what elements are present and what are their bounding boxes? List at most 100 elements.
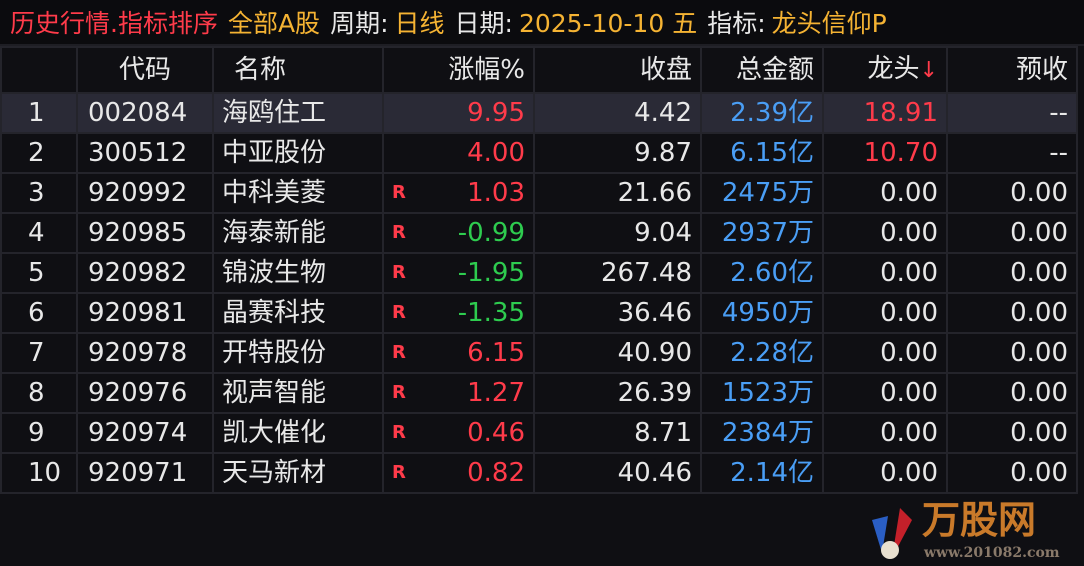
close-price: 40.46 [533, 452, 702, 494]
col-index [0, 46, 78, 94]
longtou-value: 18.91 [822, 92, 948, 134]
close-price: 267.48 [533, 252, 702, 294]
yushou-value: 0.00 [946, 452, 1078, 494]
longtou-value: 0.00 [822, 252, 948, 294]
yushou-value: 0.00 [946, 172, 1078, 214]
close-price: 8.71 [533, 412, 702, 454]
stock-name: 视声智能 [212, 372, 384, 414]
table-row[interactable]: 6 920981 晶赛科技 R -1.35 36.46 4950万 0.00 0.00 [0, 292, 1078, 334]
close-price: 9.87 [533, 132, 702, 174]
stock-code: 920974 [76, 412, 214, 454]
change-pct: R 1.03 [382, 172, 535, 214]
longtou-value: 0.00 [822, 412, 948, 454]
close-price: 36.46 [533, 292, 702, 334]
logo-url: www.201082.com [924, 545, 1060, 561]
col-close[interactable]: 收盘 [533, 46, 702, 94]
stock-name: 海鸥住工 [212, 92, 384, 134]
table-row[interactable]: 5 920982 锦波生物 R -1.95 267.48 2.60亿 0.00 0.00 [0, 252, 1078, 294]
period-value[interactable]: 日线 [394, 9, 445, 38]
r-tag: R [392, 262, 406, 283]
yushou-value: -- [946, 132, 1078, 174]
row-index: 6 [0, 292, 78, 334]
table-row[interactable]: 9 920974 凯大催化 R 0.46 8.71 2384万 0.00 0.00 [0, 412, 1078, 454]
table-row[interactable]: 1 002084 海鸥住工 9.95 4.42 2.39亿 18.91 -- [0, 92, 1078, 134]
stock-name: 中亚股份 [212, 132, 384, 174]
stock-name: 锦波生物 [212, 252, 384, 294]
table-row[interactable]: 4 920985 海泰新能 R -0.99 9.04 2937万 0.00 0.00 [0, 212, 1078, 254]
yushou-value: 0.00 [946, 212, 1078, 254]
change-pct: 4.00 [382, 132, 535, 174]
longtou-value: 10.70 [822, 132, 948, 174]
col-longtou[interactable]: 龙头↓ [822, 46, 948, 94]
table-row[interactable]: 3 920992 中科美菱 R 1.03 21.66 2475万 0.00 0.00 [0, 172, 1078, 214]
change-pct: R 6.15 [382, 332, 535, 374]
ranking-table: 代码 名称 涨幅% 收盘 总金额 龙头↓ 预收 1 002084 海鸥住工 9.95 4… [0, 46, 1078, 494]
r-tag: R [392, 182, 406, 203]
indicator-value[interactable]: 龙头信仰P [771, 9, 887, 38]
col-yushou[interactable]: 预收 [946, 46, 1078, 94]
yushou-value: 0.00 [946, 292, 1078, 334]
market-selector[interactable]: 全部A股 [227, 9, 321, 38]
col-change[interactable]: 涨幅% [382, 46, 535, 94]
change-value: 1.27 [467, 378, 525, 408]
row-index: 7 [0, 332, 78, 374]
change-value: 0.46 [467, 418, 525, 448]
close-price: 9.04 [533, 212, 702, 254]
close-price: 26.39 [533, 372, 702, 414]
col-amount[interactable]: 总金额 [700, 46, 824, 94]
yushou-value: -- [946, 92, 1078, 134]
row-index: 2 [0, 132, 78, 174]
total-amount: 2384万 [700, 412, 824, 454]
stock-name: 中科美菱 [212, 172, 384, 214]
stock-code: 300512 [76, 132, 214, 174]
total-amount: 2937万 [700, 212, 824, 254]
stock-name: 晶赛科技 [212, 292, 384, 334]
row-index: 4 [0, 212, 78, 254]
table-row[interactable]: 8 920976 视声智能 R 1.27 26.39 1523万 0.00 0.00 [0, 372, 1078, 414]
r-tag: R [392, 222, 406, 243]
stock-code: 920978 [76, 332, 214, 374]
change-value: 0.82 [467, 458, 525, 488]
r-tag: R [392, 342, 406, 363]
longtou-value: 0.00 [822, 172, 948, 214]
total-amount: 2.60亿 [700, 252, 824, 294]
stock-name: 海泰新能 [212, 212, 384, 254]
col-code[interactable]: 代码 [76, 46, 214, 94]
indicator-label: 指标: [707, 9, 766, 38]
total-amount: 2.28亿 [700, 332, 824, 374]
longtou-value: 0.00 [822, 332, 948, 374]
row-index: 10 [0, 452, 78, 494]
col-name[interactable]: 名称 [212, 46, 384, 94]
total-amount: 2475万 [700, 172, 824, 214]
row-index: 9 [0, 412, 78, 454]
table-row[interactable]: 2 300512 中亚股份 4.00 9.87 6.15亿 10.70 -- [0, 132, 1078, 174]
stock-code: 920985 [76, 212, 214, 254]
stock-name: 凯大催化 [212, 412, 384, 454]
table-row[interactable]: 10 920971 天马新材 R 0.82 40.46 2.14亿 0.00 0.00 [0, 452, 1078, 494]
total-amount: 2.14亿 [700, 452, 824, 494]
change-value: 1.03 [467, 178, 525, 208]
table-row[interactable]: 7 920978 开特股份 R 6.15 40.90 2.28亿 0.00 0.00 [0, 332, 1078, 374]
change-pct: R 0.46 [382, 412, 535, 454]
stock-code: 920976 [76, 372, 214, 414]
date-label: 日期: [454, 9, 513, 38]
date-value[interactable]: 2025-10-10 五 [518, 9, 698, 38]
close-price: 21.66 [533, 172, 702, 214]
stock-code: 920992 [76, 172, 214, 214]
row-index: 3 [0, 172, 78, 214]
change-pct: R -1.95 [382, 252, 535, 294]
row-index: 8 [0, 372, 78, 414]
close-price: 4.42 [533, 92, 702, 134]
total-amount: 4950万 [700, 292, 824, 334]
period-label: 周期: [330, 9, 389, 38]
change-value: 4.00 [467, 138, 525, 168]
total-amount: 2.39亿 [700, 92, 824, 134]
title-bar: 历史行情.指标排序 全部A股 周期: 日线 日期: 2025-10-10 五 指… [0, 0, 1084, 46]
yushou-value: 0.00 [946, 372, 1078, 414]
table-header: 代码 名称 涨幅% 收盘 总金额 龙头↓ 预收 [0, 46, 1078, 94]
stock-code: 920982 [76, 252, 214, 294]
module-title: 历史行情.指标排序 [10, 9, 218, 38]
longtou-value: 0.00 [822, 372, 948, 414]
change-value: -1.95 [457, 258, 525, 288]
change-pct: 9.95 [382, 92, 535, 134]
